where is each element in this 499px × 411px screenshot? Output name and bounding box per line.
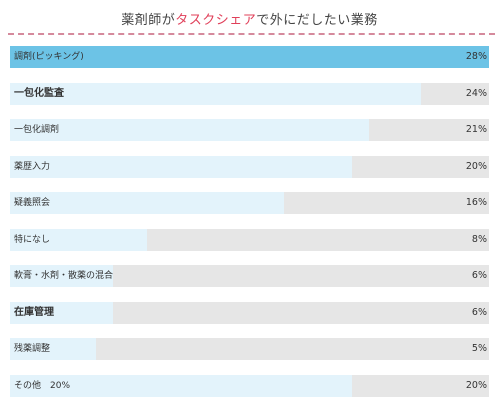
bar: [10, 374, 353, 397]
bar-value-label: 21%: [465, 124, 487, 135]
bar: [10, 265, 113, 287]
bar: [10, 46, 489, 68]
bar: [10, 119, 370, 141]
bar-row: その他 20% 20%: [10, 374, 489, 397]
title-text-after: で外にだしたい業務: [256, 13, 378, 28]
bar-row: 疑義照会 16%: [10, 192, 489, 214]
title-divider: [8, 33, 495, 35]
bar-row: 残薬調整 5%: [10, 338, 489, 360]
bar-label: 残薬調整: [14, 344, 51, 354]
bar: [10, 338, 96, 360]
bar: [10, 192, 284, 214]
bar-label: 軟膏・水剤・散薬の混合: [14, 271, 114, 281]
bar-label: 一包化監査: [14, 87, 64, 99]
bar-value-label: 20%: [465, 160, 487, 172]
bar-value-label: 24%: [465, 87, 487, 99]
title-text-before: 薬剤師が: [121, 13, 176, 28]
bar-value-label: 6%: [471, 306, 487, 318]
bar-label: 疑義照会: [14, 198, 51, 208]
bar-row: 在庫管理 6%: [10, 301, 489, 324]
bar-row: 一包化調剤 21%: [10, 119, 489, 141]
bar-value-label: 5%: [471, 343, 487, 354]
chart-title: 薬剤師がタスクシェアで外にだしたい業務: [0, 9, 499, 28]
bar-row: 薬歴入力 20%: [10, 155, 489, 178]
bar-label: その他 20%: [14, 380, 71, 391]
bar: [10, 228, 147, 251]
bar-row: 軟膏・水剤・散薬の混合 6%: [10, 265, 489, 287]
bar-label: 在庫管理: [14, 306, 54, 318]
bar-value-label: 8%: [471, 233, 487, 245]
bar-value-label: 28%: [465, 51, 487, 62]
bar-label: 薬歴入力: [14, 161, 51, 172]
title-text-accent: タスクシェア: [175, 13, 257, 28]
bar-value-label: 6%: [471, 270, 487, 281]
bar-row: 特になし 8%: [10, 228, 489, 251]
bar-label: 特になし: [14, 234, 51, 245]
bar: [10, 155, 353, 178]
bar-value-label: 16%: [465, 197, 487, 208]
bar-chart: 調剤(ピッキング) 28% 一包化監査 24% 一包化調剤 21% 薬歴入力 20% 疑義照会 1…: [10, 46, 489, 411]
bar-value-label: 20%: [465, 379, 487, 391]
bar-row: 一包化監査 24%: [10, 82, 489, 105]
bar-row: 調剤(ピッキング) 28%: [10, 46, 489, 68]
bar-label: 一包化調剤: [14, 125, 60, 135]
bar: [10, 82, 421, 105]
bar-label: 調剤(ピッキング): [14, 52, 84, 62]
bar: [10, 301, 113, 324]
